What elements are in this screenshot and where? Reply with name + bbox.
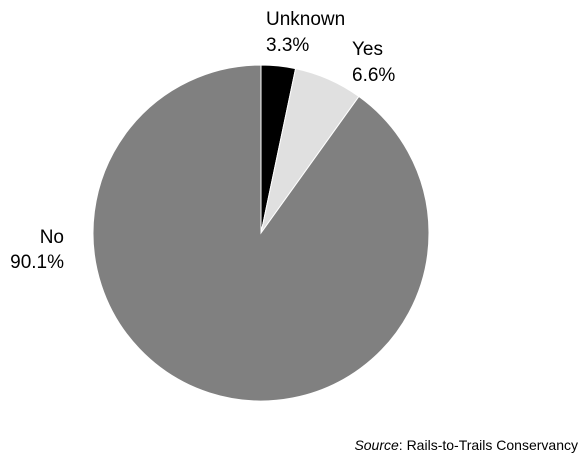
- pie-slices: [92, 64, 430, 402]
- slice-label-no: No: [40, 227, 64, 248]
- source-prefix: Source: [354, 437, 399, 453]
- pie-slice-no: [92, 64, 430, 402]
- source-text: : Rails-to-Trails Conservancy: [399, 437, 578, 453]
- source-note: Source: Rails-to-Trails Conservancy: [354, 437, 578, 453]
- slice-label-yes: Yes: [352, 39, 383, 60]
- slice-value-no: 90.1%: [10, 252, 64, 273]
- slice-value-yes: 6.6%: [352, 65, 395, 86]
- slice-label-unknown: Unknown: [266, 9, 345, 30]
- slice-value-unknown: 3.3%: [266, 35, 309, 56]
